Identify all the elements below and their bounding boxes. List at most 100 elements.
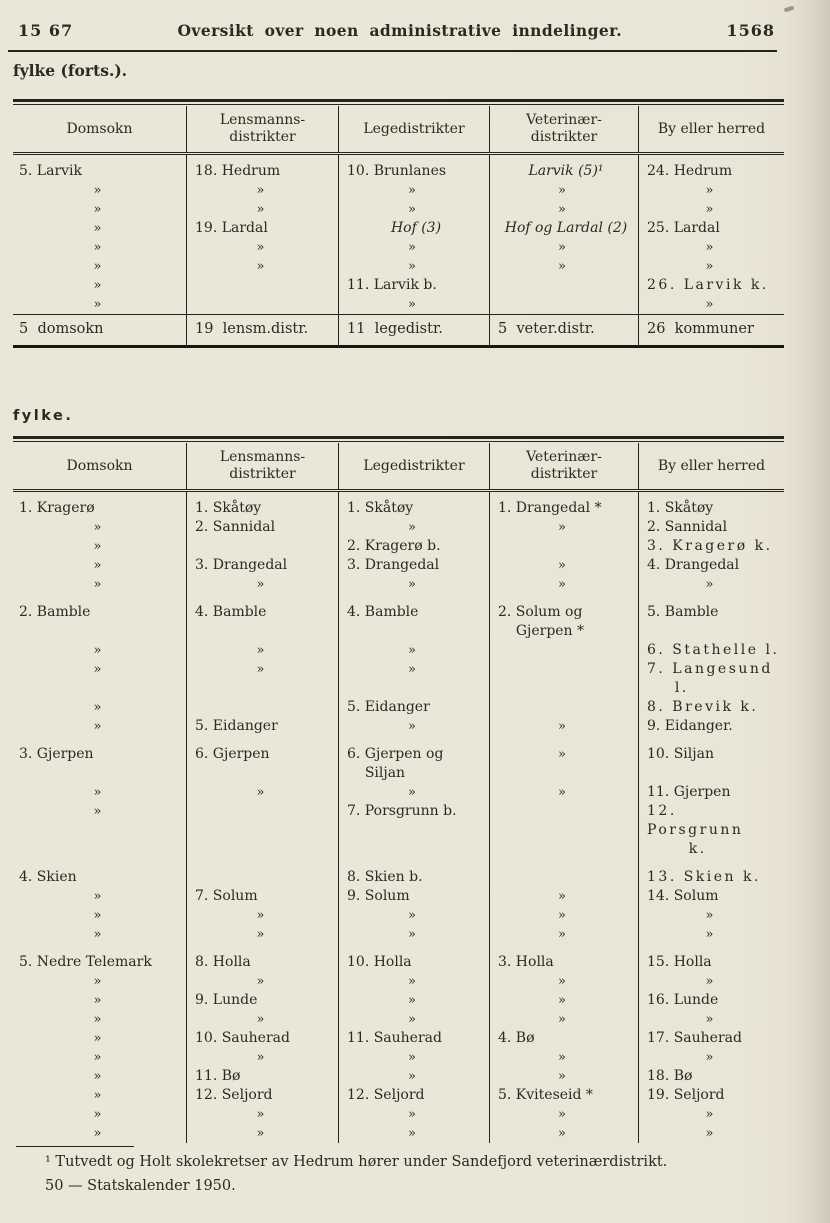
table-summary-row: 5 domsokn 19 lensm.distr. 11 legedistr. 5 v… — [13, 314, 784, 348]
ditto-mark: » — [489, 238, 638, 257]
table-cell: 11. Larvik b. — [338, 276, 489, 295]
table-cell: 4. Bø — [489, 1029, 638, 1048]
column-header: Domsokn — [66, 457, 133, 474]
right-page-number: 1568 — [726, 21, 775, 40]
table-cell: 9. Eidanger. — [638, 717, 784, 736]
ditto-mark: » — [186, 575, 338, 594]
table-top-rule — [13, 99, 784, 105]
ditto-mark: » — [338, 518, 489, 537]
table-cell: 4. Bamble — [338, 594, 489, 641]
table-cell: 12. Seljord — [338, 1086, 489, 1105]
column-header: Legedistrikter — [338, 106, 489, 152]
ditto-mark: » — [186, 972, 338, 991]
ditto-mark: » — [638, 906, 784, 925]
table-row: »»»»» — [13, 200, 784, 219]
ditto-mark: » — [93, 202, 102, 217]
table-cell: 17. Sauherad — [638, 1029, 784, 1048]
table-cell — [489, 276, 638, 295]
fylke-table: Domsokn Lensmanns- distrikter Legedistrikt… — [13, 436, 784, 1143]
table-cell: 5. Larvik — [19, 163, 83, 179]
ditto-mark: » — [93, 278, 102, 293]
footnote-rule — [16, 1146, 134, 1147]
table-row: »»»»» — [13, 1124, 784, 1143]
table-cell: 8. Skien b. — [338, 859, 489, 887]
ditto-mark: » — [638, 1105, 784, 1124]
table-row: »»»»» — [13, 575, 784, 594]
ditto-mark: » — [338, 181, 489, 200]
table-cell: 24. Hedrum — [638, 155, 784, 181]
column-header: Lensmanns- distrikter — [186, 443, 338, 489]
ditto-mark: » — [93, 240, 102, 255]
ditto-mark: » — [93, 259, 102, 274]
ditto-mark: » — [93, 785, 102, 800]
table-cell: 3. Gjerpen — [19, 746, 94, 762]
table-row: »»»»» — [13, 1048, 784, 1067]
table-cell: 2. Bamble — [19, 604, 91, 620]
ditto-mark: » — [186, 783, 338, 802]
table-row: » 9. Lunde»» 16. Lunde — [13, 991, 784, 1010]
ditto-mark: » — [638, 1048, 784, 1067]
ditto-mark: » — [489, 575, 638, 594]
table-cell: 10. Siljan — [638, 736, 784, 783]
table-row: »»»»» — [13, 906, 784, 925]
ditto-mark: » — [93, 927, 102, 942]
ditto-mark: » — [638, 295, 784, 314]
table-cell: 8. Holla — [186, 944, 338, 972]
ditto-mark: » — [93, 662, 102, 677]
fylke-forts-table: Domsokn Lensmanns- distrikter Legedistrikt… — [13, 99, 784, 348]
scan-edge-shadow — [786, 0, 830, 1223]
ditto-mark: » — [93, 558, 102, 573]
table-cell: 13. Skien k. — [638, 859, 784, 887]
table-header-row: Domsokn Lensmanns- distrikter Legedistrikt… — [13, 106, 784, 155]
ditto-mark: » — [93, 577, 102, 592]
ditto-mark: » — [638, 181, 784, 200]
table-cell — [186, 859, 338, 887]
table-row: »»»»» — [13, 925, 784, 944]
ditto-mark: » — [93, 1107, 102, 1122]
ditto-mark: » — [338, 1048, 489, 1067]
ditto-mark: » — [489, 1105, 638, 1124]
table-cell: 26. Larvik k. — [638, 276, 784, 295]
table-cell: 10. Holla — [338, 944, 489, 972]
table-cell: 12. Porsgrunn k. — [638, 802, 784, 859]
table-cell: 15. Holla — [638, 944, 784, 972]
table-row: »»»»» — [13, 1105, 784, 1124]
ditto-mark: » — [338, 1105, 489, 1124]
table-cell: Hof (3) — [338, 219, 489, 238]
table-row: »»»»» — [13, 257, 784, 276]
table-header-row: Domsokn Lensmanns- distrikter Legedistrikt… — [13, 443, 784, 492]
table-cell — [186, 537, 338, 556]
table-row: » 5. Eidanger»» 9. Eidanger. — [13, 717, 784, 736]
ditto-mark: » — [638, 925, 784, 944]
table-cell: 1. Skåtøy — [186, 492, 338, 518]
table-cell: 2. Solum og Gjerpen * — [489, 594, 638, 641]
table-cell: 1. Skåtøy — [338, 492, 489, 518]
table-row: » 10. Sauherad 11. Sauherad 4. Bø 17. Sauher… — [13, 1029, 784, 1048]
table-row: » 2. Sannidal»» 2. Sannidal — [13, 518, 784, 537]
ditto-mark: » — [338, 257, 489, 276]
table-row: » » » — [13, 295, 784, 314]
left-page-number: 15 67 — [18, 21, 74, 40]
table-cell — [489, 859, 638, 887]
ditto-mark: » — [186, 660, 338, 698]
table-cell: 8. Brevik k. — [638, 698, 784, 717]
table-row: »»»»» — [13, 238, 784, 257]
table-cell: 5. Kviteseid * — [489, 1086, 638, 1105]
ditto-mark: » — [489, 887, 638, 906]
ditto-mark: » — [338, 1124, 489, 1143]
ditto-mark: » — [489, 1124, 638, 1143]
table-cell: 19. Lardal — [186, 219, 338, 238]
ditto-mark: » — [338, 575, 489, 594]
table-cell: 4. Drangedal — [638, 556, 784, 575]
ditto-mark: » — [489, 717, 638, 736]
ditto-mark: » — [93, 974, 102, 989]
ditto-mark: » — [638, 238, 784, 257]
ditto-mark: » — [489, 181, 638, 200]
table-cell: 10. Brunlanes — [338, 155, 489, 181]
footnote-line-2: 50 — Statskalender 1950. — [45, 1178, 236, 1194]
table-cell: 4. Skien — [19, 869, 77, 885]
table-cell: 5 domsokn — [19, 321, 104, 337]
ditto-mark: » — [489, 1048, 638, 1067]
ditto-mark: » — [338, 783, 489, 802]
